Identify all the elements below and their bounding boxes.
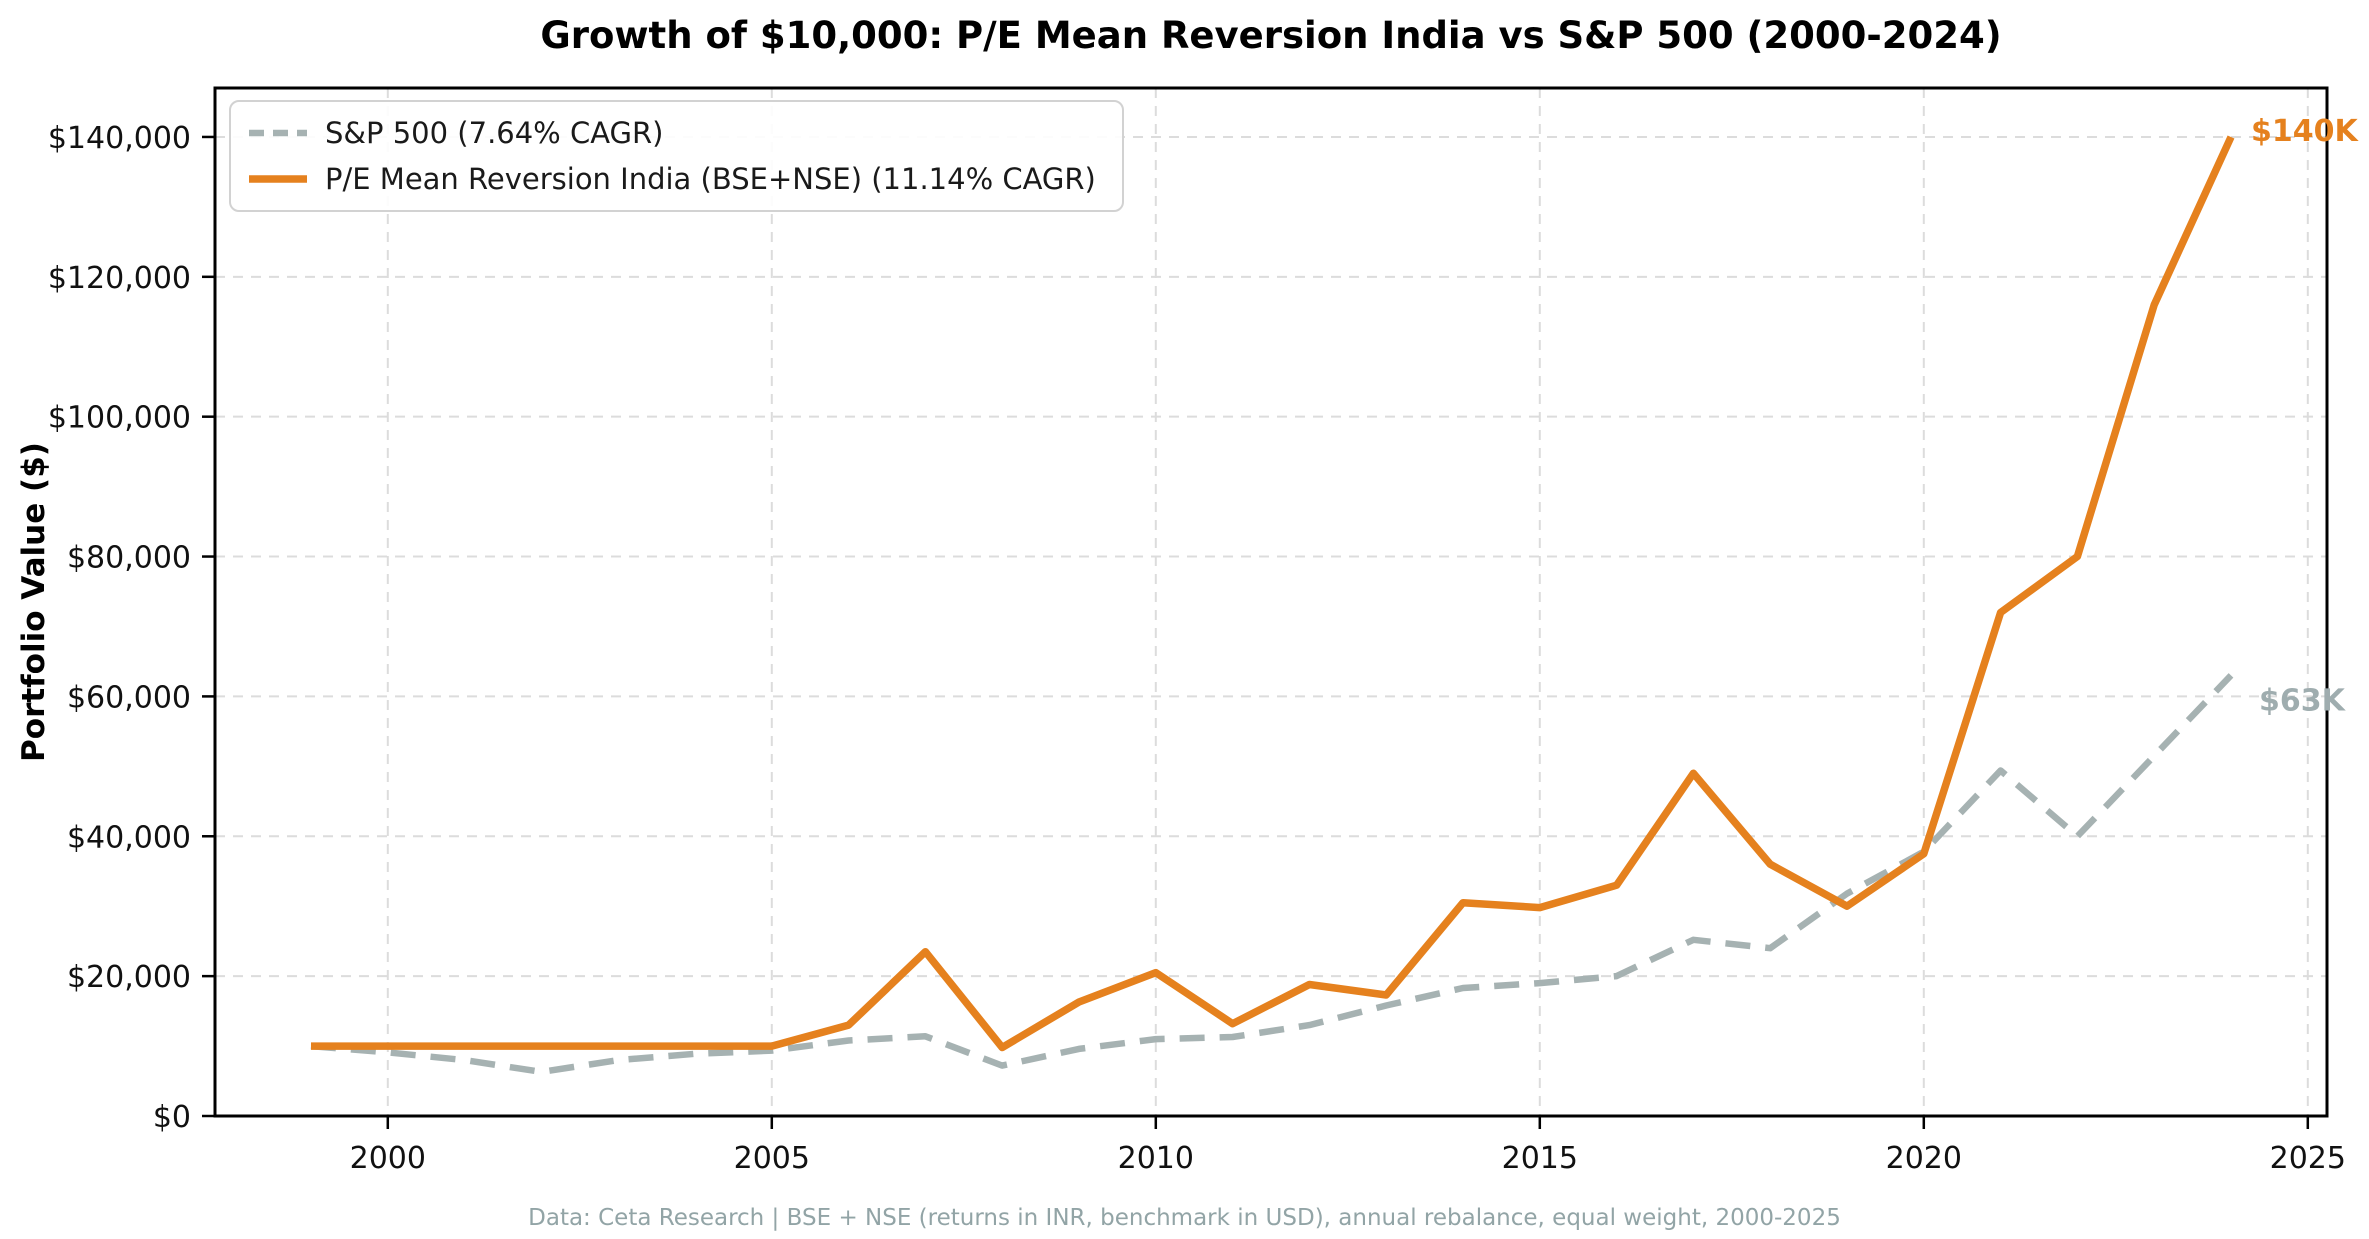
plot-frame (213, 86, 2329, 1118)
series-line-pe-india (311, 135, 2235, 1052)
legend-swatch-solid-line (249, 175, 307, 183)
source-caption: Data: Ceta Research | BSE + NSE (returns… (528, 1205, 1841, 1231)
legend-label-pe-india: P/E Mean Reversion India (BSE+NSE) (11.1… (325, 162, 1096, 196)
x-tick-label: 2010 (1118, 1141, 1194, 1176)
legend: S&P 500 (7.64% CAGR) P/E Mean Reversion … (229, 100, 1124, 212)
y-tick-label: $20,000 (67, 960, 191, 995)
legend-swatch-dashed-line (249, 129, 307, 137)
y-tick-label: $40,000 (67, 820, 191, 855)
series-line-sp500 (310, 673, 2234, 1076)
x-tick-label: 2000 (350, 1141, 426, 1176)
y-tick-label: $80,000 (67, 541, 191, 576)
chart-title: Growth of $10,000: P/E Mean Reversion In… (540, 14, 2002, 57)
x-tick-label: 2025 (2270, 1141, 2346, 1176)
x-tick-label: 2005 (734, 1141, 810, 1176)
legend-label-sp500: S&P 500 (7.64% CAGR) (325, 116, 664, 150)
y-tick-label: $60,000 (67, 680, 191, 715)
annotation-140k: $140K (2251, 114, 2359, 149)
y-tick-label: $100,000 (48, 401, 191, 436)
y-tick-label: $0 (153, 1100, 191, 1135)
y-tick-label: $120,000 (48, 261, 191, 296)
y-tick-label: $140,000 (48, 121, 191, 156)
x-tick-label: 2020 (1886, 1141, 1962, 1176)
annotation-63k: $63K (2259, 683, 2347, 718)
x-tick-label: 2015 (1502, 1141, 1578, 1176)
legend-item-sp500: S&P 500 (7.64% CAGR) (249, 116, 1096, 150)
legend-item-pe-india: P/E Mean Reversion India (BSE+NSE) (11.1… (249, 162, 1096, 196)
